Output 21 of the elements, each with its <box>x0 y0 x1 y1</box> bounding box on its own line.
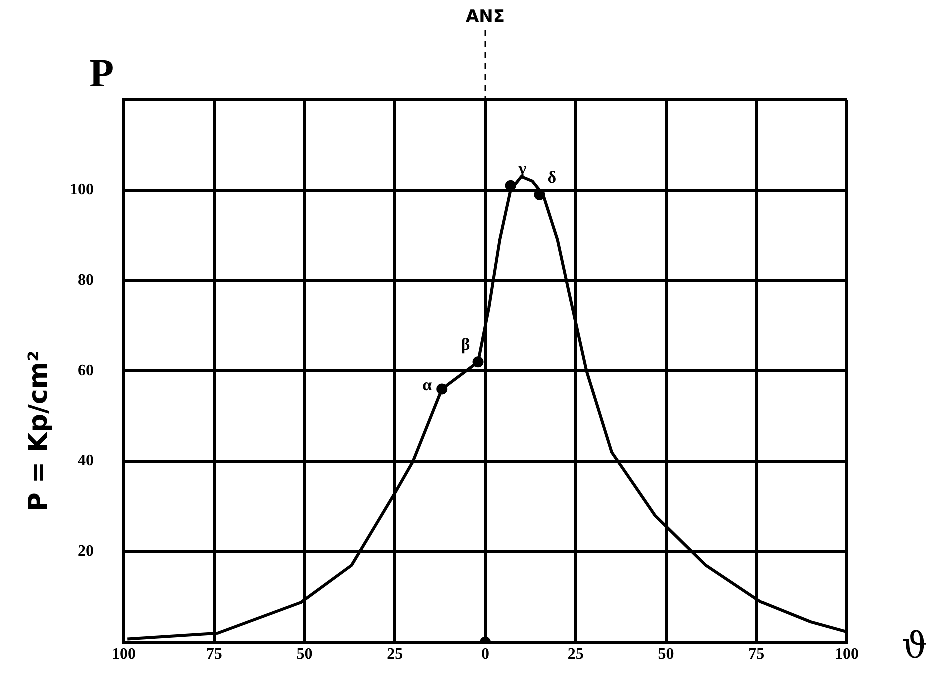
x-tick-label: 75 <box>748 646 765 664</box>
ref-line-label: ΑΝΣ <box>466 6 505 27</box>
y-axis-title: P = Kp/cm² <box>24 350 54 512</box>
x-tick-label: 25 <box>568 646 584 664</box>
annotation: β <box>461 335 470 354</box>
x-tick-label: 100 <box>112 646 136 664</box>
x-tick-label: 75 <box>206 646 222 664</box>
x-tick-label: 50 <box>296 646 313 664</box>
y-tick-label: 20 <box>78 543 94 560</box>
x-tick-label: 50 <box>658 646 674 664</box>
annotation: α <box>422 376 433 395</box>
y-tick-label: 40 <box>78 452 94 470</box>
x-tick-label: 0 <box>482 646 490 664</box>
x-tick-label: 100 <box>835 646 859 664</box>
x-axis-title: ϑ <box>902 626 927 667</box>
x-tick-label: 25 <box>387 646 404 664</box>
y-tick-label: 100 <box>70 182 94 199</box>
text: P <box>90 50 114 96</box>
annotation: δ <box>548 168 557 187</box>
y-tick-label: 80 <box>78 272 94 289</box>
y-tick-label: 60 <box>78 362 94 380</box>
